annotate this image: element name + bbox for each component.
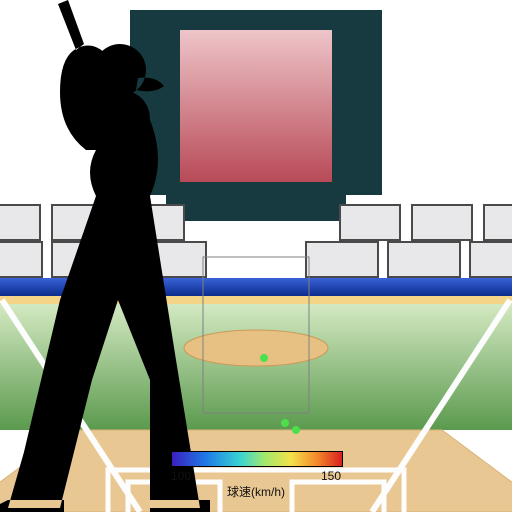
scoreboard-screen bbox=[180, 30, 332, 182]
legend-tick: 150 bbox=[321, 469, 341, 483]
legend-tick: 100 bbox=[171, 469, 191, 483]
pitch-marker bbox=[260, 354, 268, 362]
pitch-marker bbox=[281, 419, 289, 427]
pitchers-mound bbox=[184, 330, 328, 366]
pitch-location-figure: 100 150 球速(km/h) bbox=[0, 0, 512, 512]
legend-axis-label: 球速(km/h) bbox=[171, 483, 341, 500]
scoreboard-base bbox=[166, 195, 346, 221]
legend-gradient-bar bbox=[171, 451, 343, 467]
pitch-marker bbox=[292, 426, 300, 434]
speed-legend: 100 150 球速(km/h) bbox=[171, 451, 341, 500]
scene-svg bbox=[0, 0, 512, 512]
legend-ticks: 100 150 bbox=[171, 467, 341, 483]
